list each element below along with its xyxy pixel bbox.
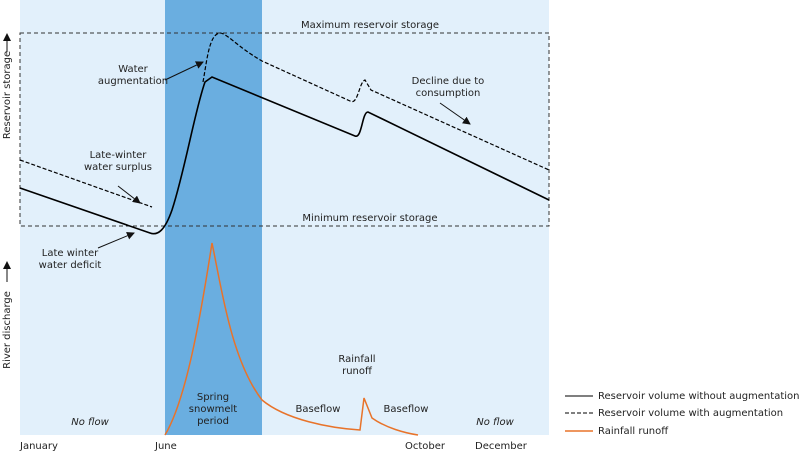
- background-panel: [20, 0, 549, 435]
- annotation-line: water surplus: [84, 162, 152, 173]
- month-label: June: [154, 441, 177, 452]
- annotation-arrow: [97, 232, 135, 249]
- legend-label: Reservoir volume with augmentation: [598, 408, 783, 419]
- annotation-line: Water: [118, 64, 148, 75]
- storage-bounds: [19, 32, 550, 227]
- annotation-line: Spring: [197, 392, 229, 403]
- annotation-line: augmentation: [98, 76, 168, 87]
- month-labels: January June October December: [19, 441, 528, 452]
- left-labels: Reservoir storage River discharge: [2, 33, 13, 369]
- annotation-arrow: [164, 61, 204, 81]
- annotation: No flow: [476, 417, 514, 428]
- annotation: Water augmentation: [98, 64, 168, 87]
- rainfall-runoff-curve: [164, 242, 419, 436]
- annotation-line: snowmelt: [189, 404, 238, 415]
- annotations: Water augmentation Decline due to consumpti…: [39, 64, 515, 428]
- reservoir-without-augmentation: [19, 76, 550, 235]
- annotation: Decline due to consumption: [412, 76, 485, 99]
- annotation-line: Baseflow: [296, 404, 341, 415]
- reservoir-with-augmentation: [19, 159, 153, 208]
- annotation-line: consumption: [416, 88, 481, 99]
- month-label: October: [405, 441, 446, 452]
- legend: Reservoir volume without augmentation Re…: [565, 391, 799, 437]
- annotation: Baseflow: [384, 404, 429, 415]
- annotation-line: Late winter: [42, 248, 99, 259]
- annotation-line: period: [197, 416, 229, 427]
- legend-label: Reservoir volume without augmentation: [598, 391, 799, 402]
- annotation: Late-winter water surplus: [84, 150, 152, 173]
- annotation: Baseflow: [296, 404, 341, 415]
- annotation-line: Decline due to: [412, 76, 485, 87]
- annotation: Spring snowmelt period: [189, 392, 238, 427]
- annotation-arrow: [439, 102, 471, 125]
- reference-label: Minimum reservoir storage: [302, 213, 437, 224]
- axis-label: Reservoir storage: [2, 51, 13, 139]
- annotation: Rainfall runoff: [338, 354, 375, 377]
- annotation-arrow: [117, 185, 141, 204]
- reference-label: Maximum reservoir storage: [301, 20, 439, 31]
- snowmelt-band: [165, 0, 262, 435]
- annotation-line: Late-winter: [90, 150, 148, 161]
- annotation-line: runoff: [342, 366, 373, 377]
- legend-label: Rainfall runoff: [598, 426, 669, 437]
- annotation: No flow: [71, 417, 109, 428]
- annotation-line: Baseflow: [384, 404, 429, 415]
- annotation-line: Rainfall: [338, 354, 375, 365]
- annotation-line: No flow: [476, 417, 514, 428]
- annotation-line: No flow: [71, 417, 109, 428]
- axis-label: River discharge: [2, 291, 13, 369]
- annotation: Late winter water deficit: [39, 248, 102, 271]
- month-label: December: [475, 441, 528, 452]
- annotation-line: water deficit: [39, 260, 102, 271]
- month-label: January: [19, 441, 58, 452]
- reservoir-with-augmentation: [202, 32, 550, 171]
